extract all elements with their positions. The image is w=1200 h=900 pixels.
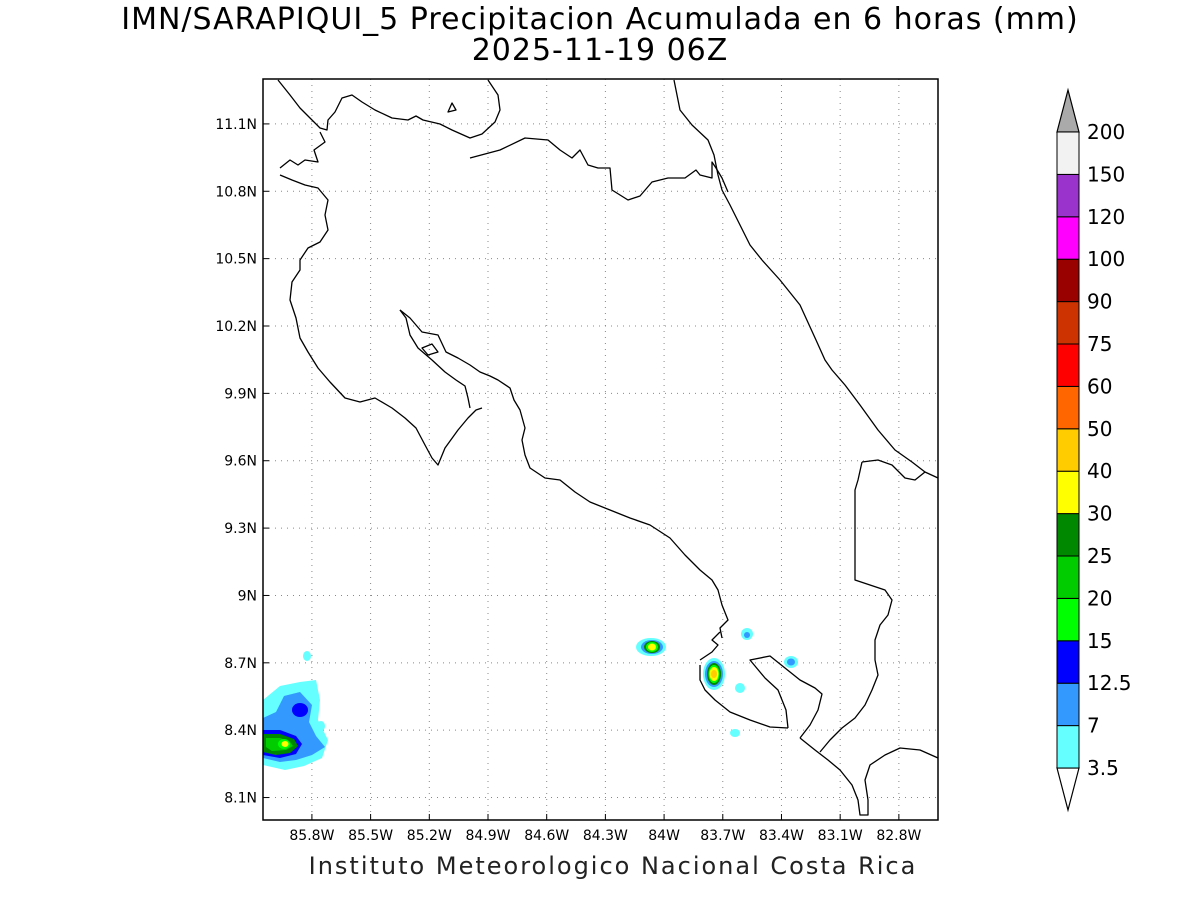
- colorbar-label: 60: [1087, 374, 1112, 398]
- colorbar-swatch: [1056, 597, 1080, 642]
- lon-tick-label: 85.2W: [407, 828, 452, 844]
- colorbar-label: 7: [1087, 714, 1100, 738]
- lat-tick-label: 9.6N: [224, 454, 257, 470]
- colorbar-swatch: [1056, 428, 1080, 472]
- lat-tick-label: 9N: [238, 588, 257, 604]
- lon-tick-label: 84W: [648, 828, 680, 844]
- colorbar-label: 12.5: [1087, 671, 1132, 695]
- colorbar-label: 150: [1087, 162, 1125, 186]
- colorbar-swatch: [1056, 258, 1080, 303]
- colorbar-label: 20: [1087, 586, 1112, 610]
- lat-tick-label: 8.1N: [224, 791, 257, 807]
- lon-tick-label: 83.4W: [759, 828, 804, 844]
- colorbar-label: 3.5: [1087, 756, 1119, 780]
- lat-tick-label: 8.7N: [224, 656, 257, 672]
- map-frame: [262, 78, 939, 821]
- lon-tick-label: 84.3W: [583, 828, 628, 844]
- lon-tick-label: 82.8W: [876, 828, 921, 844]
- colorbar-below-arrow: [1056, 767, 1080, 813]
- colorbar-above-arrow: [1056, 87, 1080, 133]
- colorbar-swatch: [1056, 173, 1080, 218]
- colorbar-swatch: [1056, 385, 1080, 430]
- lon-tick-label: 85.5W: [348, 828, 393, 844]
- colorbar-label: 50: [1087, 417, 1112, 441]
- coastline: [277, 79, 939, 816]
- precip-spot: [730, 729, 740, 737]
- colorbar-label: 100: [1087, 247, 1125, 271]
- colorbar-legend: 3.5 7 12.5 15 20 25 30 40 50 60 75 90 100 120 150 200: [1056, 87, 1132, 813]
- lat-tick-label: 11.1N: [215, 117, 257, 133]
- colorbar-label: 200: [1087, 120, 1125, 144]
- colorbar-label: 90: [1087, 290, 1112, 314]
- colorbar-label: 25: [1087, 544, 1112, 568]
- lat-tick-label: 10.8N: [215, 184, 257, 200]
- footer-credit: Instituto Meteorologico Nacional Costa R…: [308, 852, 918, 880]
- colorbar-swatch: [1056, 725, 1080, 769]
- colorbar-swatch: [1056, 131, 1080, 175]
- lat-tick-label: 9.9N: [224, 386, 257, 402]
- lon-tick-label: 83.7W: [700, 828, 745, 844]
- precip-cell-83-67w: [703, 658, 725, 690]
- lon-tick-label: 84.9W: [465, 828, 510, 844]
- colorbar-swatch: [1056, 555, 1080, 599]
- colorbar-swatch: [1056, 470, 1080, 515]
- colorbar-swatch: [1056, 682, 1080, 727]
- chart-subtitle-date: 2025-11-19 06Z: [471, 33, 729, 68]
- colorbar-swatch: [1056, 343, 1080, 387]
- colorbar-swatch: [1056, 216, 1080, 260]
- precip-cell-west-coast: [263, 651, 328, 770]
- colorbar-label: 15: [1087, 629, 1112, 653]
- lat-tick-label: 10.5N: [215, 252, 257, 268]
- longitude-tick-labels: 85.8W 85.5W 85.2W 84.9W 84.6W 84.3W 84W 83.7W 83…: [289, 828, 921, 844]
- precip-spot: [735, 683, 745, 693]
- precipitation-field: [263, 628, 798, 770]
- lon-tick-label: 83.1W: [818, 828, 863, 844]
- lon-tick-label: 84.6W: [524, 828, 569, 844]
- lon-tick-label: 85.8W: [289, 828, 334, 844]
- lat-tick-label: 8.4N: [224, 723, 257, 739]
- lat-tick-label: 10.2N: [215, 319, 257, 335]
- precip-cell-84w: [636, 638, 666, 656]
- colorbar-label: 75: [1087, 332, 1112, 356]
- chart-title: IMN/SARAPIQUI_5 Precipitacion Acumulada …: [121, 2, 1079, 37]
- precip-cell-83-5w: [741, 628, 753, 640]
- colorbar-swatch: [1056, 640, 1080, 684]
- map-gridlines: [263, 79, 938, 820]
- colorbar-swatch: [1056, 301, 1080, 345]
- precip-cell-83-25w: [784, 656, 798, 668]
- lat-tick-label: 9.3N: [224, 521, 257, 537]
- colorbar-swatch: [1056, 513, 1080, 557]
- latitude-tick-labels: 11.1N 10.8N 10.5N 10.2N 9.9N 9.6N 9.3N 9N 8.7N 8.…: [215, 117, 257, 807]
- colorbar-label: 30: [1087, 502, 1112, 526]
- colorbar-label: 120: [1087, 205, 1125, 229]
- colorbar-label: 40: [1087, 459, 1112, 483]
